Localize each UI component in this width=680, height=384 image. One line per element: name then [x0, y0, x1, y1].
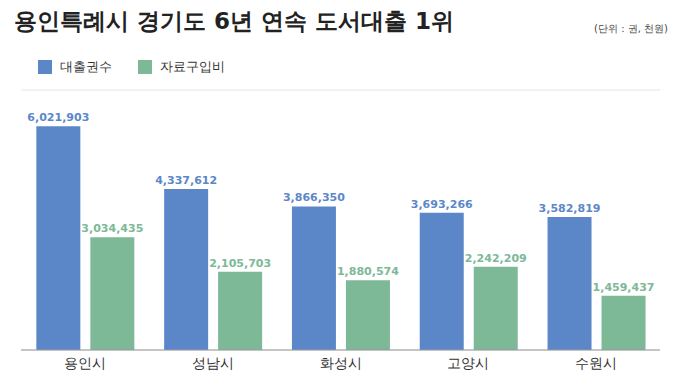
svg-text:3,693,266: 3,693,266	[411, 198, 473, 211]
html-text:대출권수: 대출권수	[60, 59, 112, 74]
svg-text:3,034,435: 3,034,435	[81, 222, 143, 235]
svg-text:2,242,209: 2,242,209	[465, 252, 527, 265]
html-text:용인특례시 경기도 6년 연속 도서대출 1위: 용인특례시 경기도 6년 연속 도서대출 1위	[14, 8, 454, 34]
svg-text:1,459,437: 1,459,437	[593, 281, 655, 294]
svg-text:4,337,612: 4,337,612	[155, 174, 217, 187]
svg-text:2,105,703: 2,105,703	[209, 257, 271, 270]
html-text:(단위 : 권, 천원): (단위 : 권, 천원)	[594, 23, 668, 34]
svg-text:3,866,350: 3,866,350	[283, 191, 345, 204]
svg-text:1,880,574: 1,880,574	[337, 265, 399, 278]
svg-text:6,021,903: 6,021,903	[27, 111, 89, 124]
svg-text:성남시: 성남시	[192, 355, 234, 371]
svg-text:고양시: 고양시	[447, 355, 489, 371]
svg-text:3,582,819: 3,582,819	[539, 202, 601, 215]
html-text:자료구입비: 자료구입비	[160, 59, 225, 74]
svg-text:화성시: 화성시	[320, 355, 362, 371]
svg-text:용인시: 용인시	[64, 355, 106, 371]
svg-text:수원시: 수원시	[575, 355, 617, 371]
